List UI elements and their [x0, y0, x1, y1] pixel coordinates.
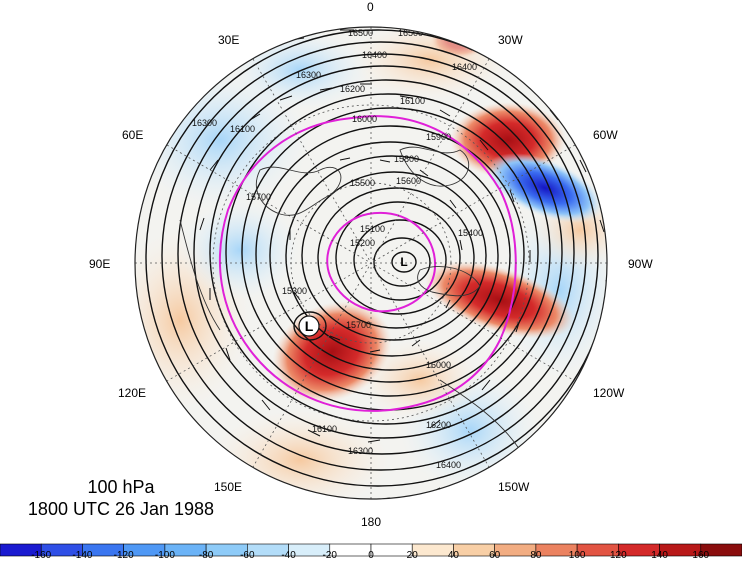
- longitude-label: 90E: [89, 257, 111, 271]
- coastlines: [179, 146, 521, 451]
- negative-anomaly-center: [486, 153, 604, 223]
- longitude-label: 120W: [593, 386, 625, 400]
- colorbar-tick-label: 120: [609, 550, 627, 561]
- colorbar-tick-label: -80: [198, 550, 214, 561]
- height-contours: [145, 29, 607, 487]
- contour-label: 16400: [436, 460, 461, 470]
- colorbar-tick-label: 60: [489, 550, 501, 561]
- low-center-label: L: [305, 318, 314, 334]
- longitude-label: 30W: [498, 33, 523, 47]
- colorbar: [0, 543, 742, 557]
- contour-label: 15800: [394, 154, 419, 164]
- colorbar-tick-label: 0: [368, 550, 374, 561]
- contour-label: 16300: [192, 118, 217, 128]
- contour-label: 15900: [426, 132, 451, 142]
- longitude-label: 150E: [214, 480, 243, 494]
- contour-label: 15100: [360, 224, 385, 234]
- high-pressure-center: L: [400, 255, 407, 269]
- contour-label: 16200: [340, 84, 365, 94]
- map-boundary: [134, 26, 608, 500]
- graticule: [135, 27, 607, 499]
- longitude-label: 30E: [218, 33, 240, 47]
- contour-label: 16100: [400, 96, 425, 106]
- contour-label: 15400: [458, 228, 483, 238]
- contour-label: 15700: [246, 192, 271, 202]
- jet-contours: [218, 115, 517, 412]
- colorbar-tick-label: -140: [72, 550, 93, 561]
- low-pressure-center: L: [298, 315, 320, 337]
- colorbar-tick-label: -100: [154, 550, 175, 561]
- longitude-label: 150W: [498, 480, 530, 494]
- colorbar-tick-label: 100: [568, 550, 586, 561]
- valid-time: 1800 UTC 26 Jan 1988: [27, 499, 215, 519]
- contour-label: 16300: [296, 70, 321, 80]
- center-label: L: [400, 255, 407, 269]
- colorbar-tick-label: 160: [692, 550, 710, 561]
- longitude-label: 60W: [593, 128, 618, 142]
- colorbar-tick-label: -160: [31, 550, 52, 561]
- contour-label: 16400: [452, 62, 477, 72]
- contour-label: 16000: [352, 114, 377, 124]
- longitude-label: 120E: [118, 386, 147, 400]
- contour-label: 16500: [348, 28, 373, 38]
- contour-label: 16400: [362, 50, 387, 60]
- outer-jet-contour: [218, 115, 517, 412]
- contour-label: 15700: [346, 320, 371, 330]
- colorbar-tick-label: -20: [322, 550, 337, 561]
- map-disk: L L 16500 16400 16300 16200 16100 16000 …: [135, 27, 607, 502]
- contour-label: 16300: [348, 446, 373, 456]
- colorbar-tick-label: -60: [240, 550, 255, 561]
- colorbar-tick-label: -40: [281, 550, 296, 561]
- colorbar-tick-label: -120: [113, 550, 134, 561]
- longitude-label: 0: [367, 0, 374, 14]
- contour-label: 16500: [398, 28, 423, 38]
- contour-label: 15600: [396, 176, 421, 186]
- contour-label: 16100: [312, 424, 337, 434]
- contour-label: 16100: [230, 124, 255, 134]
- contour-label: 15500: [350, 178, 375, 188]
- colorbar-tick-label: 80: [530, 550, 542, 561]
- contour-label: 15200: [350, 238, 375, 248]
- contour-label: 16000: [426, 360, 451, 370]
- colorbar-tick-label: 20: [406, 550, 418, 561]
- map-title: 100 hPa 1800 UTC 26 Jan 1988: [0, 476, 242, 520]
- colorbar-tick-label: 140: [651, 550, 668, 561]
- pressure-level: 100 hPa: [87, 477, 155, 497]
- longitude-label: 90W: [628, 257, 653, 271]
- longitude-label: 180: [361, 515, 382, 529]
- inner-jet-contour: [326, 211, 437, 313]
- contour-label: 16200: [426, 420, 451, 430]
- contour-label: 15300: [282, 286, 307, 296]
- longitude-label: 60E: [122, 128, 144, 142]
- contour-value-labels: 16500 16400 16300 16200 16100 16000 1590…: [192, 28, 483, 502]
- colorbar-tick-label: 40: [447, 550, 459, 561]
- contour-label: 16500: [430, 492, 455, 502]
